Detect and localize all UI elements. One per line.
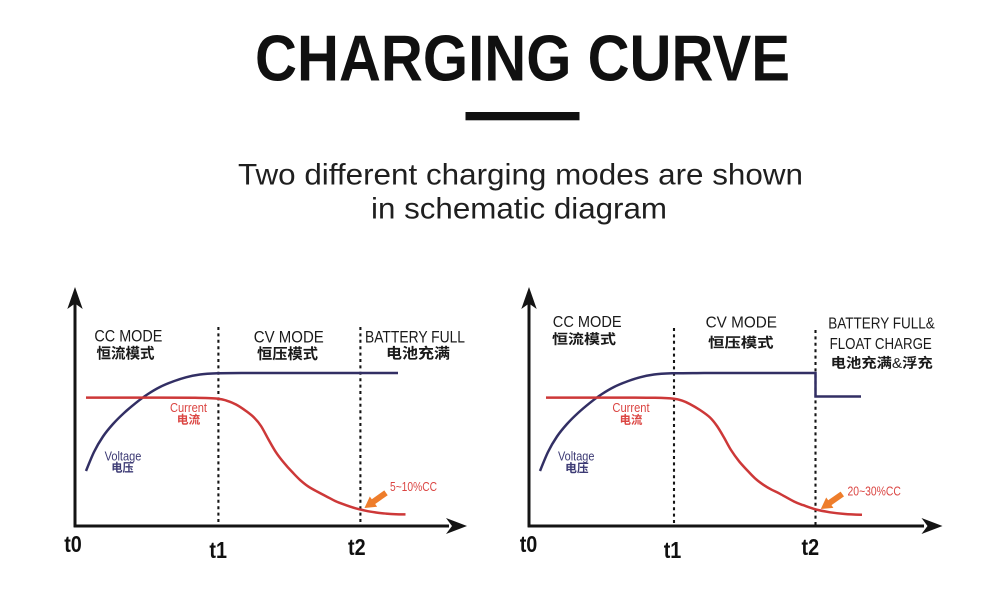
svg-text:t1: t1 — [209, 537, 227, 563]
svg-text:Two different charging modes a: Two different charging modes are shown — [238, 158, 803, 191]
svg-text:Voltage: Voltage — [558, 449, 594, 463]
svg-text:t0: t0 — [64, 531, 82, 557]
svg-text:CV MODE: CV MODE — [254, 329, 324, 347]
svg-text:5~10%CC: 5~10%CC — [390, 479, 437, 494]
svg-text:CHARGING CURVE: CHARGING CURVE — [255, 22, 790, 95]
svg-text:CV MODE: CV MODE — [706, 315, 777, 332]
svg-text:t2: t2 — [802, 534, 820, 560]
svg-text:CC MODE: CC MODE — [94, 328, 162, 346]
svg-text:BATTERY FULL&: BATTERY FULL& — [828, 316, 935, 333]
svg-text:BATTERY FULL: BATTERY FULL — [365, 329, 465, 347]
svg-text:20~30%CC: 20~30%CC — [848, 484, 901, 499]
svg-text:Voltage: Voltage — [105, 449, 142, 463]
svg-text:CC MODE: CC MODE — [553, 314, 622, 331]
svg-text:Current: Current — [612, 401, 650, 415]
svg-text:FLOAT CHARGE: FLOAT CHARGE — [830, 336, 932, 353]
svg-text:Current: Current — [170, 401, 207, 415]
svg-text:t1: t1 — [664, 537, 682, 563]
svg-text:in schematic diagram: in schematic diagram — [371, 193, 667, 226]
svg-text:t2: t2 — [348, 534, 366, 560]
svg-text:t0: t0 — [520, 531, 538, 557]
